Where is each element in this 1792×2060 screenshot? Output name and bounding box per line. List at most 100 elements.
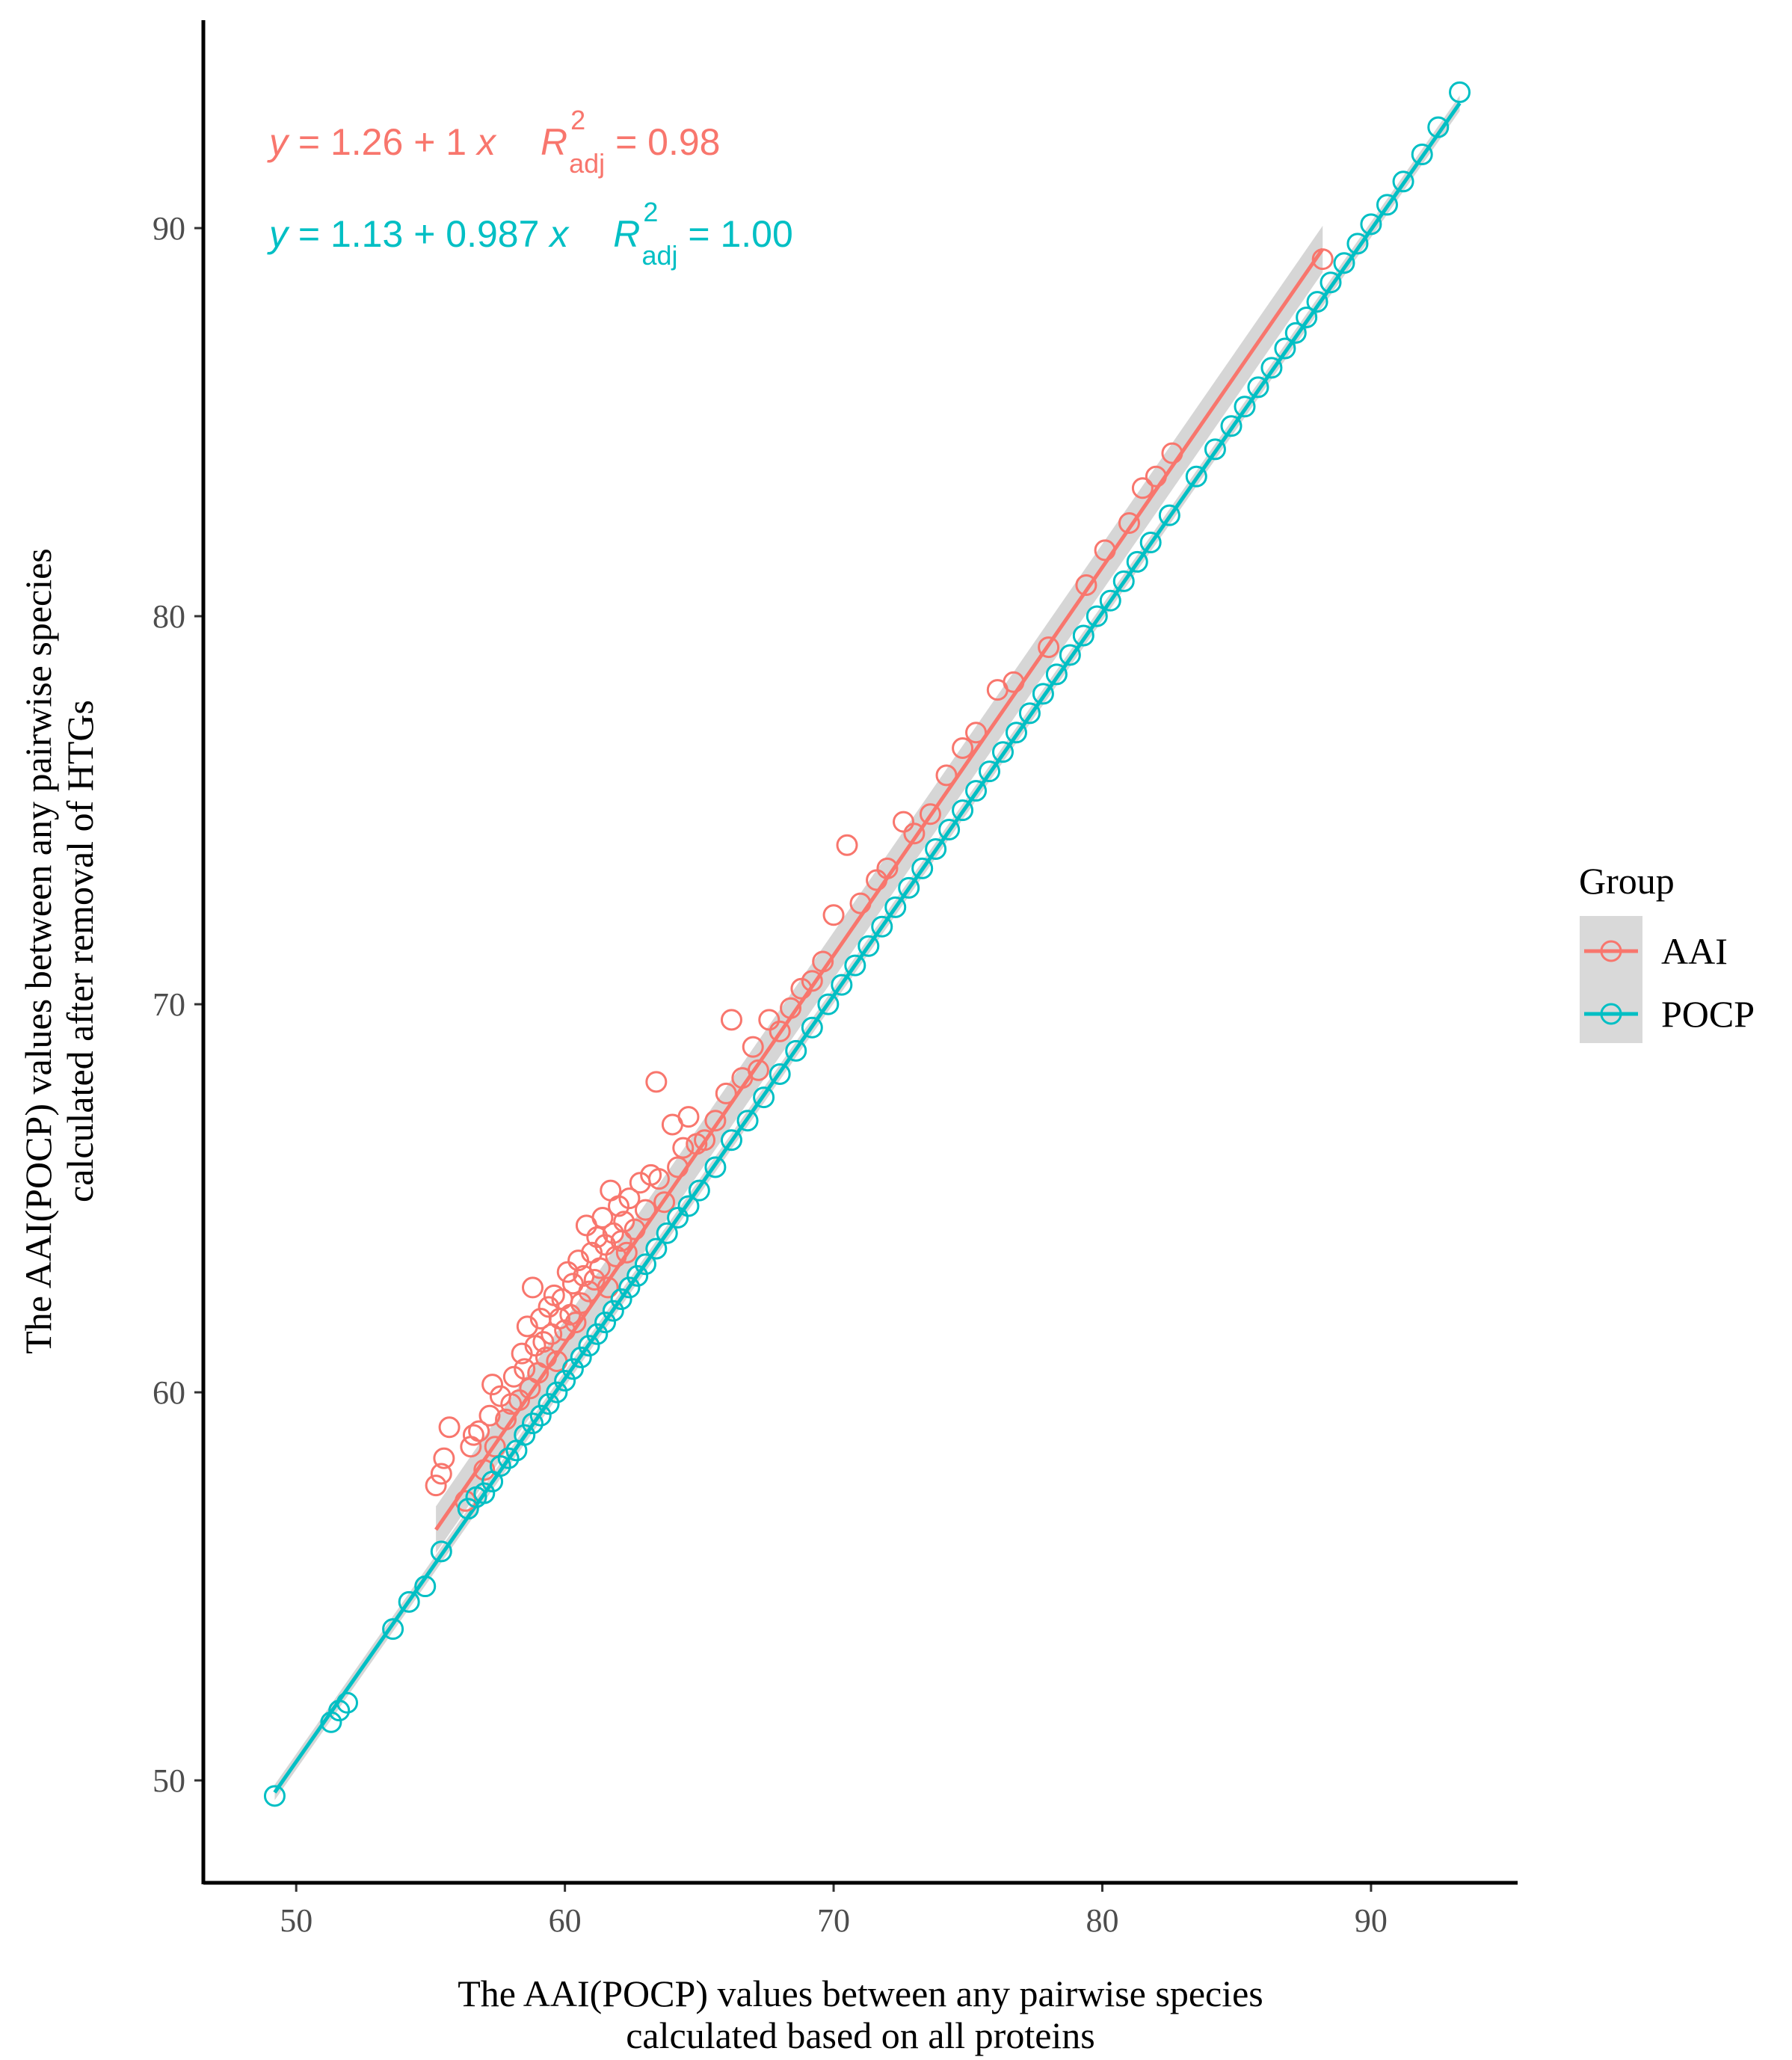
point-pocp [546,1381,568,1403]
point-pocp [1220,415,1243,437]
point-aai [634,1199,656,1221]
point-pocp [952,799,974,822]
point-aai [538,1296,560,1318]
point-aai [769,1020,791,1042]
point-pocp [965,780,988,802]
point-aai [478,1404,501,1427]
point-aai [594,1234,617,1256]
point-pocp [602,1300,624,1322]
point-pocp [1126,550,1148,573]
point-aai [564,1312,587,1334]
point-pocp [1204,438,1226,461]
point-aai [484,1436,506,1458]
point-pocp [785,1039,807,1062]
point-pocp [736,1110,759,1132]
legend-label-pocp: POCP [1661,993,1755,1035]
x-axis-title-line-1: The AAI(POCP) values between any pairwis… [458,1973,1263,2014]
y-tick-label: 50 [153,1762,185,1799]
point-pocp [263,1785,286,1807]
point-aai [508,1389,531,1411]
point-aai [672,1137,695,1159]
point-aai [567,1249,590,1272]
legend-label-aai: AAI [1661,930,1728,972]
regression-lines [273,95,1462,1801]
point-aai [608,1195,630,1217]
point-aai [1161,442,1183,464]
point-aai [935,764,958,787]
legend-title: Group [1579,860,1675,902]
point-pocp [1306,291,1328,313]
point-pocp [871,915,893,938]
point-aai [430,1463,452,1485]
point-aai [694,1129,716,1152]
point-pocp [991,741,1014,763]
point-pocp [1139,531,1162,553]
point-aai [438,1416,461,1439]
point-pocp [1072,624,1094,647]
point-pocp [831,974,853,996]
point-aai [1038,636,1060,659]
point-pocp [1427,116,1450,138]
point-pocp [1376,194,1398,216]
point-pocp [473,1482,496,1504]
point-aai [502,1365,525,1388]
point-pocp [769,1063,791,1085]
point-pocp [1099,589,1121,612]
point-pocp [1284,322,1307,344]
y-tick-label: 80 [153,598,185,635]
point-pocp [938,819,961,841]
point-aai [747,1059,769,1081]
point-aai [653,1191,676,1214]
point-aai [1131,477,1154,499]
point-aai [742,1036,764,1058]
point-aai [473,1459,496,1481]
point-pocp [570,1346,592,1368]
point-aai [597,1276,619,1299]
point-aai [952,737,974,760]
point-aai [812,950,834,973]
point-pocp [1247,376,1269,399]
point-aai [965,722,988,744]
point-aai [468,1420,490,1442]
point-aai [919,803,941,825]
point-pocp [398,1590,420,1613]
x-tick-label: 80 [1086,1902,1118,1939]
point-pocp [1411,143,1433,165]
point-aai [433,1447,455,1469]
point-aai [554,1319,576,1341]
point-aai [511,1342,533,1365]
point-aai [1094,539,1116,562]
point-pocp [430,1540,452,1563]
point-aai [618,1187,641,1210]
point-aai [613,1211,635,1233]
fit-line-pocp [273,102,1462,1794]
legend-point-aai [1600,940,1622,962]
point-pocp [457,1498,479,1520]
point-pocp [1112,570,1135,592]
point-aai [1075,574,1097,597]
point-pocp [594,1312,617,1334]
point-pocp [677,1195,700,1217]
point-pocp [979,760,1001,783]
point-pocp [1346,233,1369,255]
point-pocp [529,1404,552,1427]
point-pocp [586,1323,609,1345]
point-aai [1145,465,1167,488]
point-pocp [1320,271,1342,294]
point-pocp [667,1207,689,1229]
point-pocp [1032,683,1054,705]
point-pocp [704,1156,727,1178]
point-aai [677,1106,700,1128]
point-pocp [1360,213,1382,236]
point-aai [556,1261,579,1283]
point-aai [780,997,802,1019]
point-pocp [561,1358,584,1380]
legend-key-background [1580,916,1642,1043]
point-pocp [925,837,947,860]
point-pocp [753,1086,775,1109]
point-pocp [554,1369,576,1392]
point-aai [462,1424,484,1446]
point-aai [876,857,899,879]
point-pocp [1333,252,1355,274]
